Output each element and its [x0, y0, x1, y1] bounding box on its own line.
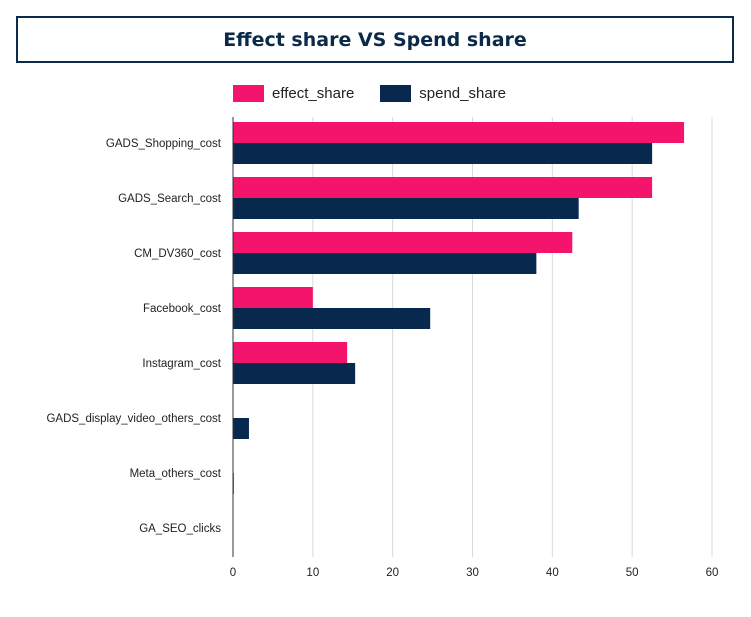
- x-tick-label-40: 40: [546, 567, 559, 579]
- category-label-meta-others-cost: Meta_others_cost: [130, 468, 222, 480]
- bar-effect-share-gads-shopping-cost: [233, 122, 685, 143]
- bar-spend-share-gads-shopping-cost: [233, 143, 653, 164]
- bar-effect-share-instagram-cost: [233, 342, 348, 363]
- x-tick-label-50: 50: [626, 567, 639, 579]
- x-tick-label-0: 0: [230, 567, 236, 579]
- bar-spend-share-gads-search-cost: [233, 198, 579, 219]
- bar-spend-share-facebook-cost: [233, 308, 431, 329]
- bar-effect-share-cm-dv360-cost: [233, 232, 573, 253]
- x-tick-label-20: 20: [386, 567, 399, 579]
- x-tick-label-60: 60: [706, 567, 719, 579]
- legend-swatch-effect-share: [233, 85, 264, 102]
- category-label-gads-search-cost: GADS_Search_cost: [118, 193, 222, 205]
- category-label-cm-dv360-cost: CM_DV360_cost: [134, 248, 222, 260]
- bar-effect-share-gads-search-cost: [233, 177, 653, 198]
- legend-item-effect-share: effect_share: [233, 85, 354, 102]
- legend-label-spend-share: spend_share: [419, 85, 507, 102]
- category-label-instagram-cost: Instagram_cost: [142, 358, 221, 370]
- legend-item-spend-share: spend_share: [380, 85, 506, 102]
- bar-spend-share-cm-dv360-cost: [233, 253, 537, 274]
- category-label-gads-shopping-cost: GADS_Shopping_cost: [106, 138, 222, 150]
- bar-spend-share-gads-display-video-others-cost: [233, 418, 249, 439]
- category-label-ga-seo-clicks: GA_SEO_clicks: [139, 523, 221, 535]
- legend-label-effect-share: effect_share: [272, 85, 355, 102]
- legend: effect_share spend_share: [233, 85, 532, 102]
- chart-title: Effect share VS Spend share: [16, 16, 734, 63]
- category-label-gads-display-video-others-cost: GADS_display_video_others_cost: [46, 413, 221, 425]
- bar-spend-share-instagram-cost: [233, 363, 356, 384]
- bar-effect-share-facebook-cost: [233, 287, 313, 308]
- x-tick-label-10: 10: [306, 567, 319, 579]
- x-tick-label-30: 30: [466, 567, 479, 579]
- legend-swatch-spend-share: [380, 85, 412, 102]
- category-label-facebook-cost: Facebook_cost: [143, 303, 222, 315]
